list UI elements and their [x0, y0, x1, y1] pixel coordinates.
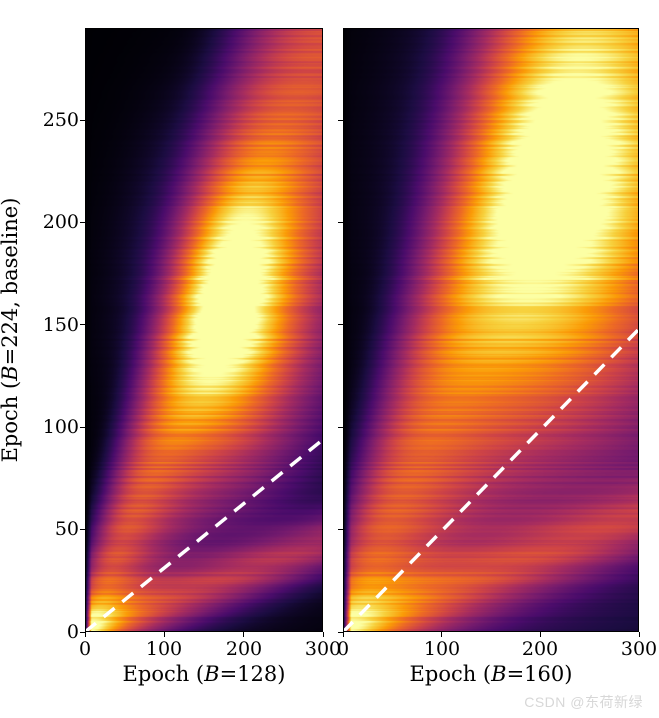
xlabel-left-eq: =128) [220, 662, 286, 686]
x-axis-label-right: Epoch (B=160) [410, 662, 573, 686]
tick-mark [338, 324, 343, 325]
spine-left-t [85, 28, 323, 29]
tick-mark [639, 632, 640, 637]
spine-left-b [85, 631, 323, 632]
spine-right-b [343, 631, 639, 632]
xlabel-left-var: B [204, 662, 219, 686]
xtick-label: 200 [522, 638, 558, 660]
heatmap-left [85, 28, 323, 632]
tick-mark [338, 222, 343, 223]
figure: Epoch (B=224, baseline) 0 50 100 150 200… [0, 0, 659, 718]
tick-mark [80, 324, 85, 325]
xtick-label: 300 [621, 638, 657, 660]
tick-mark [80, 222, 85, 223]
y-axis-label: Epoch (B=224, baseline) [0, 198, 22, 463]
tick-mark [338, 529, 343, 530]
ytick-label: 250 [35, 109, 79, 131]
tick-mark [441, 632, 442, 637]
heatmap-right [343, 28, 639, 632]
tick-mark [540, 632, 541, 637]
plot-area-right [343, 28, 639, 632]
spine-right-r [638, 28, 639, 632]
tick-mark [85, 632, 86, 637]
tick-mark [80, 120, 85, 121]
xlabel-right-prefix: Epoch ( [410, 662, 492, 686]
xtick-label: 200 [226, 638, 262, 660]
ylabel-eq: =224, baseline) [0, 198, 22, 366]
ytick-label: 100 [35, 416, 79, 438]
ylabel-var: B [0, 365, 22, 380]
x-axis-label-left: Epoch (B=128) [123, 662, 286, 686]
ytick-label: 200 [35, 211, 79, 233]
spine-left-r [322, 28, 323, 632]
spine-right-t [343, 28, 639, 29]
xtick-label: 0 [337, 638, 349, 660]
plot-area-left [85, 28, 323, 632]
xtick-label: 100 [424, 638, 460, 660]
xtick-label: 0 [79, 638, 91, 660]
tick-mark [80, 529, 85, 530]
tick-mark [338, 120, 343, 121]
tick-mark [323, 632, 324, 637]
tick-mark [338, 427, 343, 428]
spine-right-l [343, 28, 344, 632]
ytick-label: 0 [55, 621, 79, 643]
xlabel-right-var: B [491, 662, 506, 686]
tick-mark [243, 632, 244, 637]
xtick-label: 100 [146, 638, 182, 660]
ytick-label: 50 [45, 518, 79, 540]
tick-mark [343, 632, 344, 637]
spine-left-l [85, 28, 86, 632]
tick-mark [164, 632, 165, 637]
ylabel-prefix: Epoch ( [0, 381, 22, 463]
xtick-label: 300 [305, 638, 341, 660]
watermark: CSDN @东荷新绿 [524, 692, 643, 712]
tick-mark [80, 632, 85, 633]
tick-mark [80, 427, 85, 428]
xlabel-right-eq: =160) [507, 662, 573, 686]
xlabel-left-prefix: Epoch ( [123, 662, 205, 686]
ytick-label: 150 [35, 314, 79, 336]
tick-mark [338, 632, 343, 633]
